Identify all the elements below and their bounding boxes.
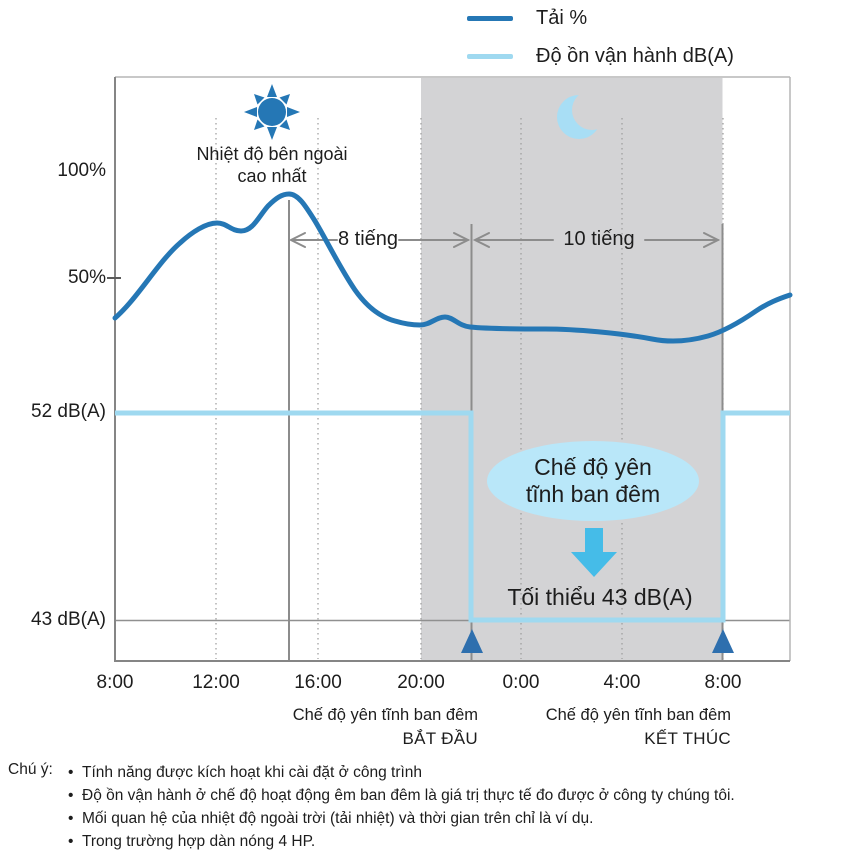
notes-list: • Tính năng được kích hoạt khi cài đặt ở… [68, 761, 838, 853]
note-text: Tính năng được kích hoạt khi cài đặt ở c… [82, 764, 423, 781]
min-noise-label: Tối thiểu 43 dB(A) [507, 584, 693, 610]
x-label-12am: 0:00 [502, 672, 540, 693]
moon-icon [557, 90, 612, 139]
y-label-52db: 52 dB(A) [31, 401, 106, 422]
note-item: • Trong trường hợp dàn nóng 4 HP. [68, 830, 838, 853]
bullet-icon: • [68, 810, 74, 827]
x-label-8pm: 20:00 [397, 672, 445, 693]
x-label-4am: 4:00 [603, 672, 641, 693]
y-label-50pct: 50% [67, 267, 106, 288]
y-label-43db: 43 dB(A) [31, 609, 106, 630]
plot-border [107, 76, 791, 662]
note-text: Mối quan hệ của nhiệt độ ngoài trời (tải… [82, 810, 594, 827]
legend-label-load: Tải % [536, 6, 588, 29]
note-item: • Độ ồn vận hành ở chế độ hoạt động êm b… [68, 784, 838, 807]
peak-temp-caption-line1: Nhiệt độ bên ngoài [196, 144, 348, 164]
note-text: Trong trường hợp dàn nóng 4 HP. [82, 833, 316, 850]
x-label-4pm: 16:00 [294, 672, 342, 693]
sun-icon [244, 84, 300, 140]
quiet-end-caption-line1: Chế độ yên tĩnh ban đêm [545, 706, 731, 724]
quiet-mode-bubble: Chế độ yên tĩnh ban đêm [487, 441, 699, 521]
duration-arrow-day [288, 232, 471, 248]
quiet-end-caption: Chế độ yên tĩnh ban đêm KẾT THÚC [453, 705, 731, 749]
note-text: Độ ồn vận hành ở chế độ hoạt động êm ban… [82, 787, 735, 804]
duration-label-day: 8 tiếng [337, 228, 399, 250]
noise-line-swatch [467, 53, 513, 59]
quiet-mode-bubble-line1: Chế độ yên [534, 454, 652, 480]
peak-temp-caption: Nhiệt độ bên ngoài cao nhất [162, 143, 382, 187]
load-line-swatch [467, 15, 513, 21]
note-item: • Mối quan hệ của nhiệt độ ngoài trời (t… [68, 807, 838, 830]
x-label-12pm: 12:00 [192, 672, 240, 693]
duration-arrow-night [472, 232, 721, 248]
x-label-8am-2: 8:00 [704, 672, 742, 693]
peak-temp-caption-line2: cao nhất [237, 166, 307, 186]
quiet-start-caption: Chế độ yên tĩnh ban đêm BẮT ĐẦU [200, 705, 478, 749]
legend-label-noise: Độ ồn vận hành dB(A) [536, 44, 734, 67]
notes-label: Chú ý: [8, 761, 53, 778]
y-label-100pct: 100% [57, 160, 106, 181]
load-curve [112, 191, 793, 344]
bullet-icon: • [68, 764, 74, 781]
x-label-8am: 8:00 [96, 672, 134, 693]
night-region [421, 78, 723, 661]
quiet-start-caption-line2: BẮT ĐẦU [402, 729, 478, 748]
quiet-start-marker [461, 629, 483, 653]
quiet-mode-bubble-line2: tĩnh ban đêm [525, 481, 661, 507]
note-item: • Tính năng được kích hoạt khi cài đặt ở… [68, 761, 838, 784]
legend-item-load: Tải % [467, 5, 587, 31]
quiet-end-marker [712, 629, 734, 653]
quiet-mode-down-arrow [571, 528, 617, 577]
duration-label-night: 10 tiếng [563, 228, 635, 250]
bullet-icon: • [68, 787, 74, 804]
quiet-start-caption-line1: Chế độ yên tĩnh ban đêm [292, 706, 478, 724]
bullet-icon: • [68, 833, 74, 850]
chart-canvas [107, 76, 793, 662]
noise-line [115, 410, 790, 623]
legend-item-noise: Độ ồn vận hành dB(A) [467, 43, 734, 69]
quiet-end-caption-line2: KẾT THÚC [644, 729, 731, 748]
